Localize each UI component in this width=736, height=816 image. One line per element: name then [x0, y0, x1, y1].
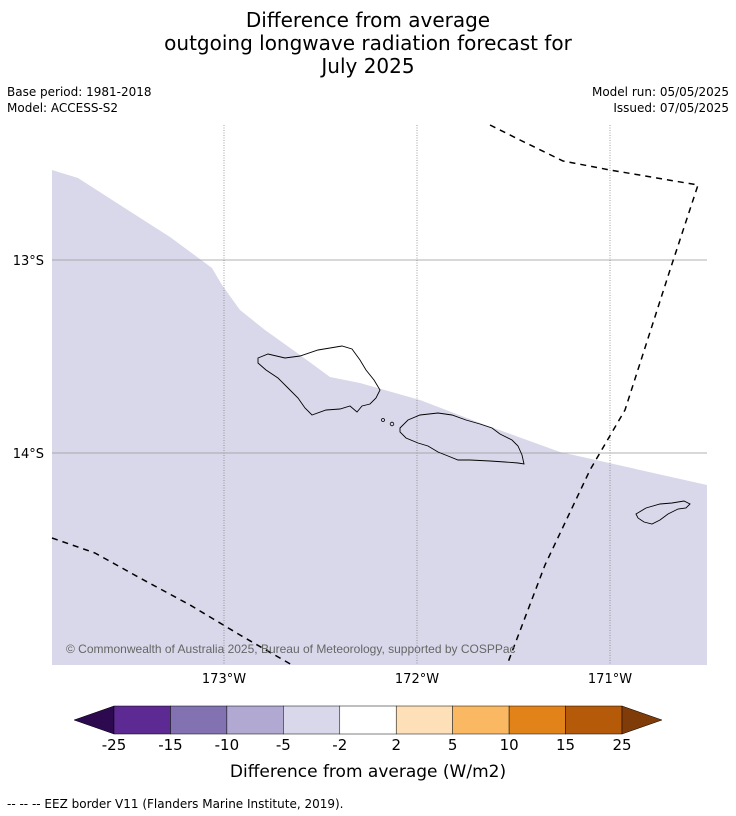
- model-run: Model run: 05/05/2025: [591, 85, 729, 99]
- colorbar-segment: [226, 705, 284, 735]
- colorbar-title: Difference from average (W/m2): [229, 762, 507, 782]
- colorbar-tick-label: -10: [214, 736, 240, 754]
- colorbar-segment: [170, 705, 228, 735]
- colorbar-tick-label: -15: [158, 736, 183, 754]
- apolima-island: [381, 418, 385, 422]
- colorbar-tick-label: -5: [275, 736, 291, 754]
- colorbar-tick-label: -2: [332, 736, 348, 754]
- lon-label-173w: 173°W: [202, 672, 246, 687]
- lon-label-171w: 171°W: [588, 672, 632, 687]
- colorbar-segment: [113, 705, 171, 735]
- lat-label-13s: 13°S: [13, 254, 44, 269]
- colorbar-tick-label: -25: [101, 736, 127, 754]
- eez-border-south-west: [51, 537, 293, 666]
- colorbar-under-arrow: [73, 705, 115, 735]
- eez-legend-note: -- -- -- EEZ border V11 (Flanders Marine…: [7, 797, 344, 811]
- colorbar-segment: [395, 705, 453, 735]
- colorbar-segment: [565, 705, 623, 735]
- base-period: Base period: 1981-2018: [7, 85, 152, 99]
- lon-label-172w: 172°W: [395, 672, 439, 687]
- colorbar-segment: [283, 705, 341, 735]
- manono-island: [389, 421, 395, 427]
- colorbar-tick-label: 10: [499, 736, 519, 754]
- colorbar-segments: [113, 705, 623, 735]
- colorbar-segment: [339, 705, 397, 735]
- colorbar-tick-label: 25: [612, 736, 632, 754]
- colorbar-tick-label: 15: [556, 736, 576, 754]
- anomaly-region: [52, 170, 707, 665]
- map-title-line-3: July 2025: [321, 54, 415, 78]
- issued-date: Issued: 07/05/2025: [613, 101, 729, 115]
- upolu-island-coastline: [399, 412, 525, 465]
- colorbar-segment: [508, 705, 566, 735]
- colorbar: [73, 705, 663, 735]
- model-name: Model: ACCESS-S2: [7, 101, 119, 115]
- colorbar-tick-label: 2: [391, 736, 401, 754]
- colorbar-over-arrow: [621, 705, 663, 735]
- tutuila-island-coastline: [635, 500, 691, 525]
- forecast-map: © Commonwealth of Australia 2025, Bureau…: [13, 124, 707, 687]
- savaii-island-coastline: [257, 345, 381, 416]
- colorbar-segment: [452, 705, 510, 735]
- colorbar-tick-label: 5: [447, 736, 458, 754]
- eez-border-north-east: [489, 124, 699, 666]
- lat-label-14s: 14°S: [13, 447, 44, 462]
- map-title-line-1: Difference from average: [245, 8, 491, 32]
- map-title-line-2: outgoing longwave radiation forecast for: [164, 31, 572, 55]
- copyright-notice: © Commonwealth of Australia 2025, Bureau…: [66, 642, 516, 656]
